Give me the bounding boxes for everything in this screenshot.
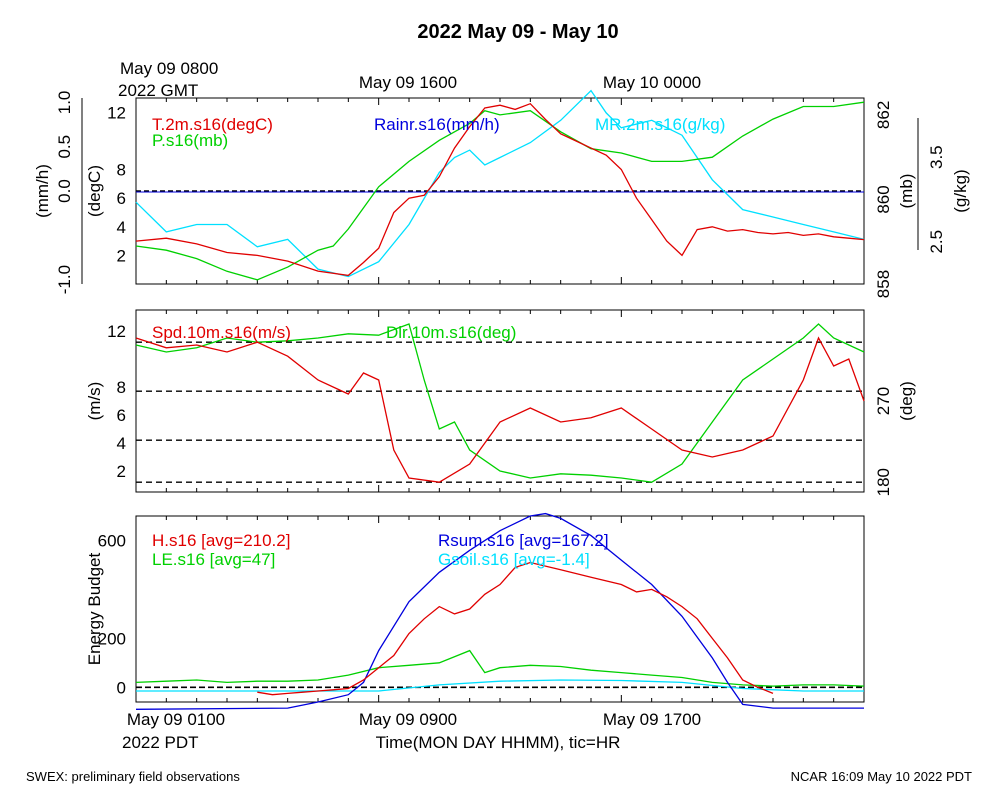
series-line-le <box>135 649 865 687</box>
y-tick-label-mb: 860 <box>874 185 893 213</box>
legend-spd: Spd.10m.s16(m/s) <box>152 323 291 342</box>
y-tick-label-gkg: 3.5 <box>927 145 946 169</box>
series-line-rsum <box>135 512 864 710</box>
top-tick-label-2: May 10 0000 <box>603 73 701 92</box>
legend-rainr: Rainr.s16(mm/h) <box>374 115 500 134</box>
y-tick-label-ms: 6 <box>117 406 126 425</box>
legend-gsoil: Gsoil.s16 [avg=-1.4] <box>438 550 590 569</box>
y-tick-label-deg: 180 <box>874 468 893 496</box>
y-tick-label-wm2: 600 <box>98 531 126 550</box>
y-tick-label-mmh: -1.0 <box>55 265 74 294</box>
y-tick-label-mb: 862 <box>874 101 893 129</box>
series-line-h <box>257 561 774 696</box>
legend-t2m: T.2m.s16(degC) <box>152 115 273 134</box>
bottom-tick-label-3: May 09 1700 <box>603 710 701 729</box>
y-tick-label-mb: 858 <box>874 270 893 298</box>
footer-left: SWEX: preliminary field observations <box>26 769 240 784</box>
series-line-mr <box>135 89 865 278</box>
series-line-dlr <box>135 323 865 483</box>
y-tick-label-wm2: 0 <box>117 678 126 697</box>
legend-mr2m: MR.2m.s16(g/kg) <box>595 115 725 134</box>
series-line-t <box>135 102 865 277</box>
legend-p: P.s16(mb) <box>152 131 228 150</box>
y-tick-label-degc: 4 <box>117 218 126 237</box>
y-axis-label-energy: Energy Budget <box>85 552 104 665</box>
bottom-pdt-label: 2022 PDT <box>122 733 199 752</box>
legend-le: LE.s16 [avg=47] <box>152 550 275 569</box>
x-axis-label: Time(MON DAY HHMM), tic=HR <box>376 733 621 752</box>
y-tick-label-gkg: 2.5 <box>927 230 946 254</box>
y-tick-label-mmh: 0.0 <box>55 179 74 203</box>
y-tick-label-ms: 12 <box>107 322 126 341</box>
y-axis-label-gkg: (g/kg) <box>951 169 970 212</box>
y-tick-label-ms: 4 <box>117 434 126 453</box>
y-tick-label-degc: 2 <box>117 246 126 265</box>
bottom-tick-label-2: May 09 0900 <box>359 710 457 729</box>
chart-title: 2022 May 09 - May 10 <box>417 21 618 43</box>
y-tick-label-mmh: 1.0 <box>55 91 74 115</box>
top-tick-label-1: May 09 1600 <box>359 73 457 92</box>
y-axis-label-mb: (mb) <box>897 174 916 209</box>
top-left-gmt-line2: 2022 GMT <box>118 81 198 100</box>
y-axis-label-ms: (m/s) <box>85 382 104 421</box>
y-tick-label-degc: 12 <box>107 103 126 122</box>
y-tick-label-degc: 6 <box>117 189 126 208</box>
y-tick-label-ms: 8 <box>117 378 126 397</box>
series-line-spd <box>135 336 865 483</box>
y-axis-label-degc: (degC) <box>85 165 104 217</box>
legend-h: H.s16 [avg=210.2] <box>152 531 290 550</box>
y-tick-label-ms: 2 <box>117 462 126 481</box>
y-axis-label-mmh: (mm/h) <box>33 164 52 218</box>
y-tick-label-deg: 270 <box>874 387 893 415</box>
top-left-gmt-line1: May 09 0800 <box>120 59 218 78</box>
legend-dir: Dlr.10m.s16(deg) <box>386 323 516 342</box>
y-tick-label-mmh: 0.5 <box>55 135 74 159</box>
footer-right: NCAR 16:09 May 10 2022 PDT <box>791 769 972 784</box>
y-tick-label-degc: 8 <box>117 161 126 180</box>
y-tick-label-wm2: 200 <box>98 629 126 648</box>
legend-rsum: Rsum.s16 [avg=167.2] <box>438 531 609 550</box>
bottom-tick-label-1: May 09 0100 <box>127 710 225 729</box>
y-axis-label-deg: (deg) <box>897 381 916 421</box>
